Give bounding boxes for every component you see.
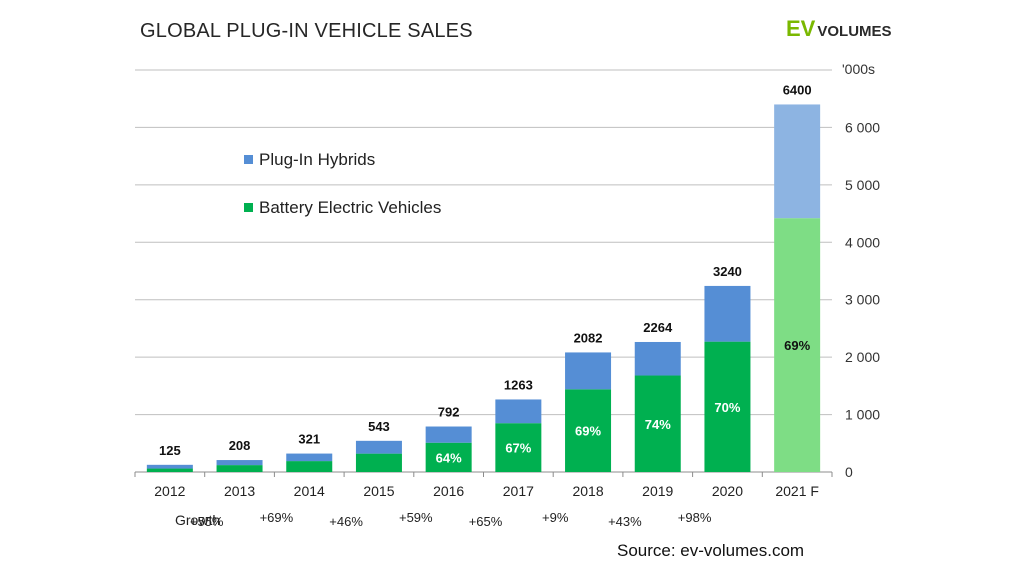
bar-phev — [565, 352, 612, 390]
bar-bev — [495, 423, 542, 472]
legend-label: Battery Electric Vehicles — [259, 198, 441, 217]
x-tick-label: 2020 — [712, 483, 743, 499]
bar-bev — [425, 442, 472, 472]
bev-share-label: 69% — [784, 338, 810, 353]
bar-bev — [286, 461, 333, 472]
logo-ev-text: EV — [786, 16, 816, 41]
ev-volumes-logo: EV VOLUMES — [786, 16, 892, 42]
y-tick-label: 0 — [845, 464, 853, 480]
y-tick-label: 1 000 — [845, 407, 880, 423]
y-tick-label: 2 000 — [845, 349, 880, 365]
bar-phev — [216, 460, 263, 466]
x-tick-label: 2013 — [224, 483, 255, 499]
bar-phev — [704, 285, 751, 342]
chart-title: GLOBAL PLUG-IN VEHICLE SALES — [140, 20, 473, 42]
growth-value: +59% — [399, 510, 433, 525]
total-label: 792 — [438, 405, 460, 420]
growth-value: +69% — [260, 510, 294, 525]
bar-phev — [634, 341, 681, 376]
total-label: 2264 — [643, 320, 673, 335]
x-tick-label: 2018 — [572, 483, 603, 499]
bar-phev — [425, 426, 472, 443]
bar-bev — [216, 465, 263, 472]
x-tick-label: 2021 F — [775, 483, 819, 499]
total-label: 2082 — [574, 330, 603, 345]
bar-bev — [565, 389, 612, 472]
x-tick-label: 2016 — [433, 483, 464, 499]
bar-phev — [355, 440, 402, 454]
bar-bev — [146, 468, 193, 472]
bev-share-label: 67% — [505, 441, 531, 456]
bar-bev — [774, 218, 821, 472]
growth-value: +46% — [329, 514, 363, 529]
legend-swatch — [244, 155, 253, 164]
total-label: 321 — [298, 432, 320, 447]
growth-value: +43% — [608, 514, 642, 529]
bar-bev — [704, 341, 751, 472]
growth-value: +65% — [469, 514, 503, 529]
growth-label: Growth — [175, 512, 220, 528]
legend-swatch — [244, 203, 253, 212]
total-label: 6400 — [783, 82, 812, 97]
y-tick-label: 3 000 — [845, 292, 880, 308]
legend-label: Plug-In Hybrids — [259, 150, 375, 169]
growth-value: +98% — [678, 510, 712, 525]
bar-phev — [774, 104, 821, 219]
bar-bev — [634, 375, 681, 472]
y-tick-label: 6 000 — [845, 119, 880, 135]
bar-phev — [495, 399, 542, 424]
bev-share-label: 74% — [645, 417, 671, 432]
y-tick-label: 5 000 — [845, 177, 880, 193]
total-label: 3240 — [713, 264, 742, 279]
total-label: 125 — [159, 443, 181, 458]
source-note: Source: ev-volumes.com — [617, 541, 805, 560]
growth-value: +55% — [190, 514, 224, 529]
growth-value: +9% — [542, 510, 569, 525]
x-tick-label: 2015 — [363, 483, 394, 499]
x-tick-label: 2017 — [503, 483, 534, 499]
bar-phev — [146, 464, 193, 469]
total-label: 208 — [229, 438, 251, 453]
bar-phev — [286, 453, 333, 462]
bev-share-label: 64% — [436, 450, 462, 465]
bev-share-label: 70% — [714, 400, 740, 415]
total-label: 543 — [368, 419, 390, 434]
bev-share-label: 69% — [575, 424, 601, 439]
bar-bev — [355, 453, 402, 472]
x-tick-label: 2019 — [642, 483, 673, 499]
x-tick-label: 2014 — [294, 483, 325, 499]
y-tick-label: 4 000 — [845, 234, 880, 250]
x-tick-label: 2012 — [154, 483, 185, 499]
logo-volumes-text: VOLUMES — [817, 23, 892, 40]
total-label: 1263 — [504, 377, 533, 392]
y-axis-unit-label: '000s — [842, 61, 876, 77]
